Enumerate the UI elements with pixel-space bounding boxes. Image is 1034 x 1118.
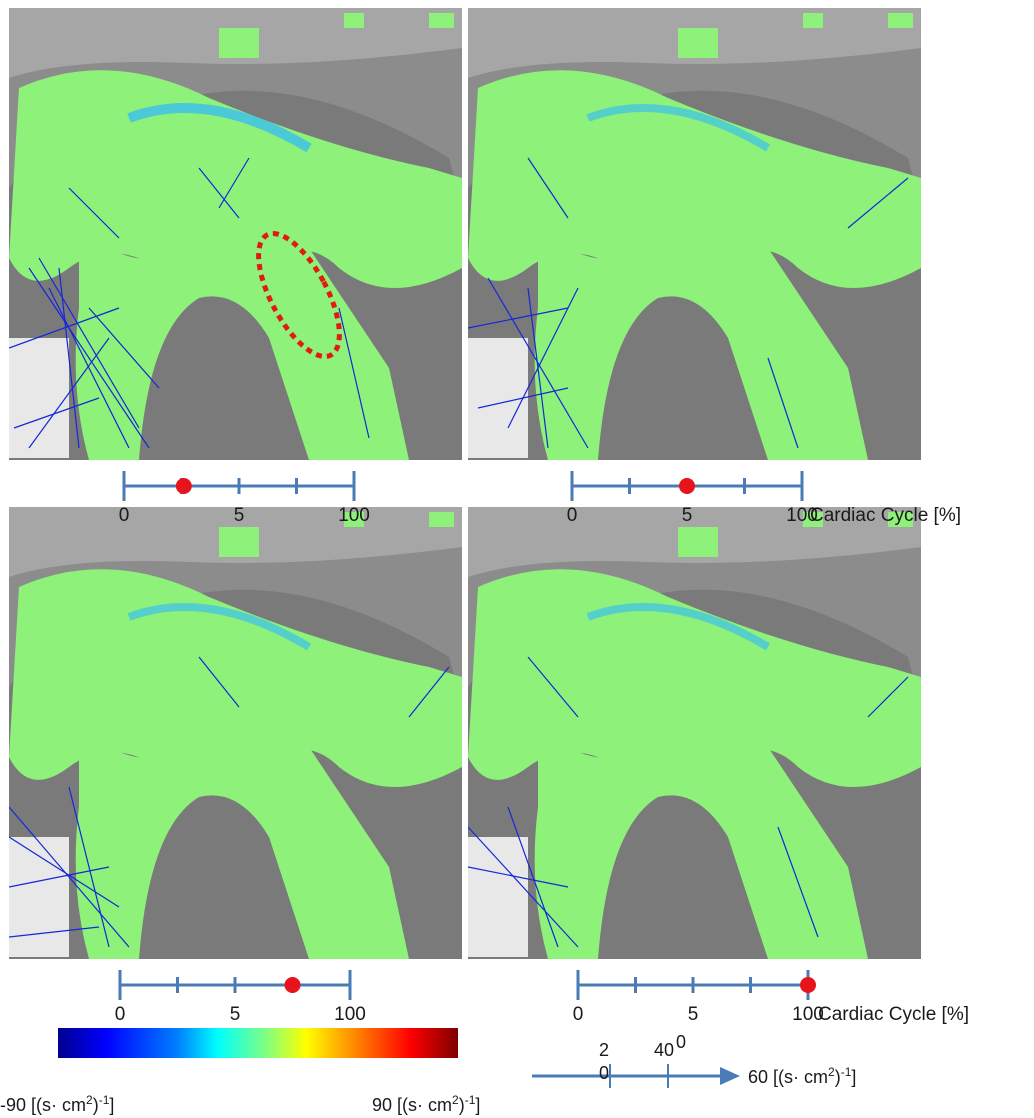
colorbar-max-label: 90 [(s· cm2)-1]: [372, 1093, 481, 1115]
cardiac-timeline-bottom-left: 0 5 100: [114, 968, 366, 1028]
flow-image-panel-bottom-left: [9, 507, 462, 959]
flow-image-panel-bottom-right: [468, 507, 921, 959]
flow-field-image: [468, 8, 921, 460]
timeline-phase-marker: [284, 977, 301, 993]
timeline-axis: [570, 471, 804, 501]
cardiac-timeline-bottom-right: 0 5 100: [572, 968, 824, 1028]
timeline-tick-label: 0: [572, 1004, 584, 1025]
timeline-tick-label: 0: [566, 505, 578, 526]
timeline-phase-marker: [679, 478, 695, 494]
timeline-tick-label: 100: [792, 1004, 824, 1025]
timeline-axis: [576, 970, 816, 1000]
timeline-axis: [122, 471, 356, 501]
vector-scale-label: 0: [676, 1032, 687, 1052]
timeline-tick-label: 0: [114, 1004, 126, 1025]
vector-scale-label: 40: [654, 1040, 675, 1060]
flow-field-image: [9, 507, 462, 959]
timeline-tick-label: 5: [687, 1004, 699, 1025]
highlight-region-ellipse: [256, 231, 342, 359]
vector-scale-label: 0: [599, 1063, 610, 1083]
colorbar-min-label: -90 [(s· cm2)-1]: [0, 1093, 115, 1115]
timeline-tick-label: 100: [786, 505, 818, 526]
timeline-phase-marker: [800, 977, 816, 993]
timeline-tick-label: 5: [681, 505, 693, 526]
cardiac-timeline-top-right: 0 5 100: [566, 469, 818, 529]
vector-scale-label: 2: [599, 1040, 610, 1060]
cardiac-cycle-axis-title: Cardiac Cycle [%]: [818, 1004, 969, 1025]
flow-image-panel-top-left: [9, 8, 462, 460]
timeline-tick-label: 0: [118, 505, 130, 526]
cardiac-timeline-top-left: 0 5 100: [118, 469, 370, 529]
timeline-tick-label: 100: [334, 1004, 366, 1025]
colorbar: [58, 1028, 458, 1058]
timeline-tick-label: 5: [233, 505, 245, 526]
timeline-tick-label: 100: [338, 505, 370, 526]
flow-field-image: [9, 8, 462, 460]
timeline-tick-label: 5: [229, 1004, 241, 1025]
flow-image-panel-top-right: [468, 8, 921, 460]
flow-field-image: [468, 507, 921, 959]
cardiac-cycle-axis-title: Cardiac Cycle [%]: [810, 505, 961, 526]
timeline-phase-marker: [175, 478, 192, 494]
timeline-axis: [118, 970, 352, 1000]
vector-scale-arrow: [532, 1064, 740, 1088]
vector-scale-value-label: 60 [(s· cm2)-1]: [748, 1065, 857, 1087]
